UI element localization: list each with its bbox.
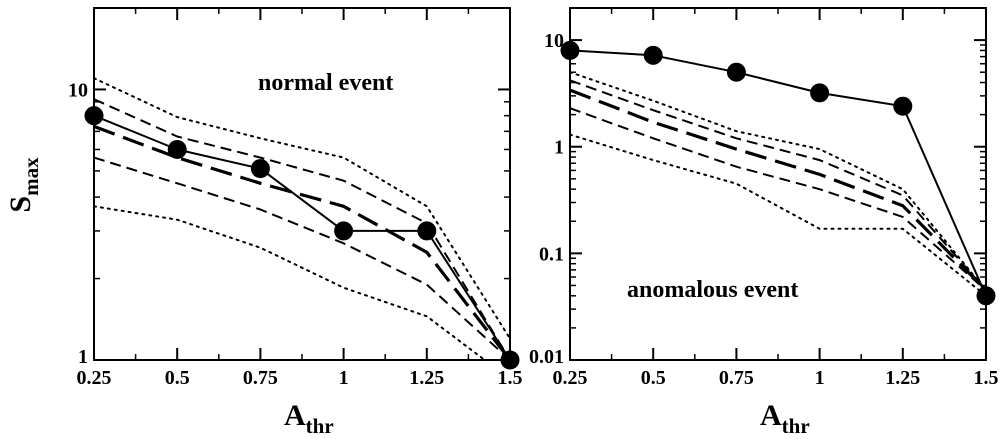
- x-tick-label: 1.5: [498, 367, 523, 389]
- panel-anomalous-event: 0.25 0.5 0.75 1 1.25 1.5 0.01 0.1 1 10 anomalous e…: [529, 7, 999, 438]
- x-tick-label: 0.75: [243, 367, 278, 389]
- series-line-dot: [570, 133, 986, 297]
- series-group: [94, 77, 510, 360]
- y-tick-label: 10: [68, 79, 88, 101]
- data-point: [893, 96, 913, 116]
- data-point: [810, 83, 830, 103]
- x-tick-label: 1.25: [409, 367, 444, 389]
- x-tick-label: 1: [815, 367, 825, 389]
- series-line-dot: [570, 71, 986, 292]
- y-tick-label: 0.1: [539, 243, 564, 265]
- plot-frame: [93, 7, 511, 361]
- y-tick-label: 1: [78, 346, 88, 368]
- series-line-dash: [570, 107, 986, 292]
- data-point: [726, 62, 746, 82]
- series-line-solid-markers: [570, 49, 986, 297]
- series-line-dot: [94, 205, 487, 360]
- series-line-dash: [570, 79, 986, 291]
- data-point: [84, 106, 104, 126]
- data-point: [500, 350, 520, 370]
- x-tick-label: 0.25: [77, 367, 112, 389]
- data-point: [643, 45, 663, 65]
- x-tick-label: 0.5: [165, 367, 190, 389]
- series-group: [570, 49, 986, 297]
- data-point: [250, 159, 270, 179]
- x-tick-label: 0.75: [719, 367, 754, 389]
- y-axis-title: Smax: [4, 157, 43, 213]
- plot-frame: [569, 7, 987, 361]
- data-point: [334, 221, 354, 241]
- data-point: [560, 40, 580, 60]
- data-point: [167, 139, 187, 159]
- x-axis-title: Athr: [284, 399, 334, 438]
- y-tick-label: 1: [554, 137, 564, 159]
- x-tick-label: 1.25: [885, 367, 920, 389]
- panel-annotation: anomalous event: [627, 277, 798, 303]
- x-tick-label: 0.5: [641, 367, 666, 389]
- series-line-long-dash: [570, 88, 986, 292]
- y-tick-label: 0.01: [529, 346, 564, 368]
- x-tick-label: 0.25: [553, 367, 588, 389]
- panel-annotation: normal event: [258, 70, 393, 96]
- series-line-dash: [94, 156, 510, 360]
- x-tick-label: 1.5: [974, 367, 999, 389]
- series-line-long-dash: [94, 124, 510, 360]
- panel-normal-event: 0.25 0.5 0.75 1 1.25 1.5 1 10 normal event Athr Sm…: [4, 7, 523, 438]
- series-line-solid-markers: [94, 114, 510, 360]
- x-tick-label: 1: [339, 367, 349, 389]
- series-line-dash: [94, 98, 510, 360]
- data-point: [417, 221, 437, 241]
- x-axis-title: Athr: [760, 399, 810, 438]
- series-line-dot: [94, 77, 510, 340]
- data-point: [976, 286, 996, 306]
- y-tick-label: 10: [544, 30, 564, 52]
